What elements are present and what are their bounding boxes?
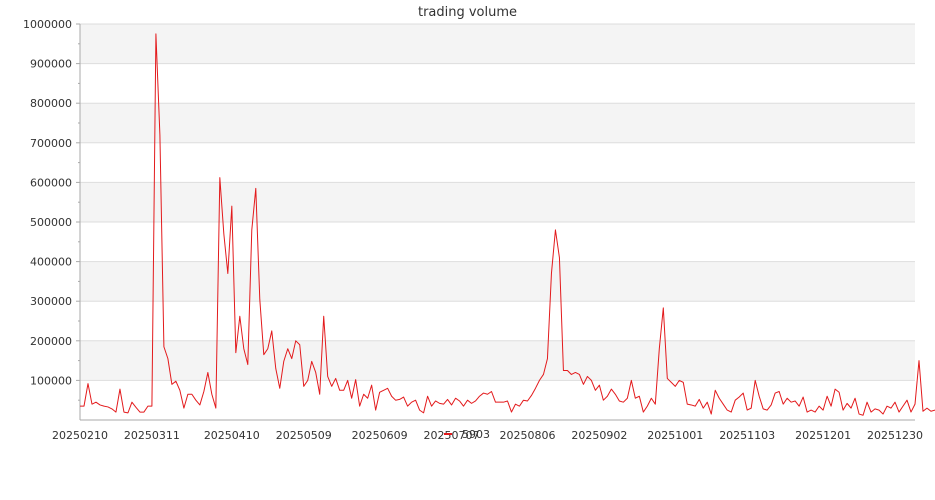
y-tick-label: 300000: [30, 295, 72, 308]
plot-band: [80, 340, 915, 381]
x-tick-label: 20251103: [719, 429, 775, 442]
chart-title: trading volume: [418, 5, 517, 20]
y-axis-ticks: 100000 200000 300000 400000 500000 600000 7000…: [23, 18, 80, 401]
series-layer: [80, 33, 935, 416]
y-tick-label: 400000: [30, 256, 72, 269]
x-axis-ticks: 20250210 20250311 20250410 20250509 20250609…: [52, 429, 923, 442]
gridlines: [80, 23, 915, 381]
y-tick-label: 900000: [30, 58, 72, 71]
legend-label: 5903: [462, 428, 490, 441]
x-tick-label: 20250707: [424, 429, 480, 442]
x-tick-label: 20250806: [499, 429, 555, 442]
y-tick-label: 1000000: [23, 18, 72, 31]
plot-band: [80, 24, 915, 64]
legend: 5903: [444, 428, 490, 441]
x-tick-label: 20250210: [52, 429, 108, 442]
plot-band: [80, 103, 915, 143]
x-tick-label: 20250609: [352, 429, 408, 442]
x-tick-label: 20250902: [571, 429, 627, 442]
y-tick-label: 500000: [30, 216, 72, 229]
x-tick-label: 20251230: [867, 429, 923, 442]
x-tick-label: 20251201: [795, 429, 851, 442]
y-tick-label: 800000: [30, 97, 72, 110]
y-tick-label: 700000: [30, 137, 72, 150]
plot-band: [80, 261, 915, 302]
x-tick-label: 20250509: [276, 429, 332, 442]
x-tick-label: 20251001: [647, 429, 703, 442]
plot-background-bands: [80, 24, 915, 381]
plot-band: [80, 182, 915, 222]
x-tick-label: 20250311: [124, 429, 180, 442]
y-tick-label: 100000: [30, 374, 72, 387]
x-tick-label: 20250410: [204, 429, 260, 442]
series-line-5903: [80, 33, 935, 416]
y-tick-label: 600000: [30, 176, 72, 189]
y-tick-label: 200000: [30, 335, 72, 348]
